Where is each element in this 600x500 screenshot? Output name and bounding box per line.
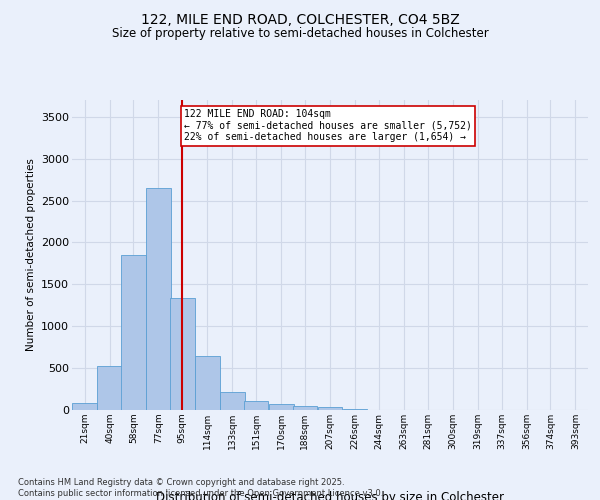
Bar [293,406,317,410]
Y-axis label: Number of semi-detached properties: Number of semi-detached properties [26,158,35,352]
Bar [72,404,97,410]
Bar [97,366,122,410]
Bar [343,409,367,410]
Text: Size of property relative to semi-detached houses in Colchester: Size of property relative to semi-detach… [112,28,488,40]
Bar [220,392,245,410]
X-axis label: Distribution of semi-detached houses by size in Colchester: Distribution of semi-detached houses by … [156,491,504,500]
Bar [317,408,343,410]
Bar [146,188,171,410]
Bar [121,255,146,410]
Bar [170,298,194,410]
Bar [269,404,293,410]
Text: Contains HM Land Registry data © Crown copyright and database right 2025.
Contai: Contains HM Land Registry data © Crown c… [18,478,383,498]
Bar [195,356,220,410]
Text: 122, MILE END ROAD, COLCHESTER, CO4 5BZ: 122, MILE END ROAD, COLCHESTER, CO4 5BZ [140,12,460,26]
Text: 122 MILE END ROAD: 104sqm
← 77% of semi-detached houses are smaller (5,752)
22% : 122 MILE END ROAD: 104sqm ← 77% of semi-… [184,110,472,142]
Bar [244,401,268,410]
